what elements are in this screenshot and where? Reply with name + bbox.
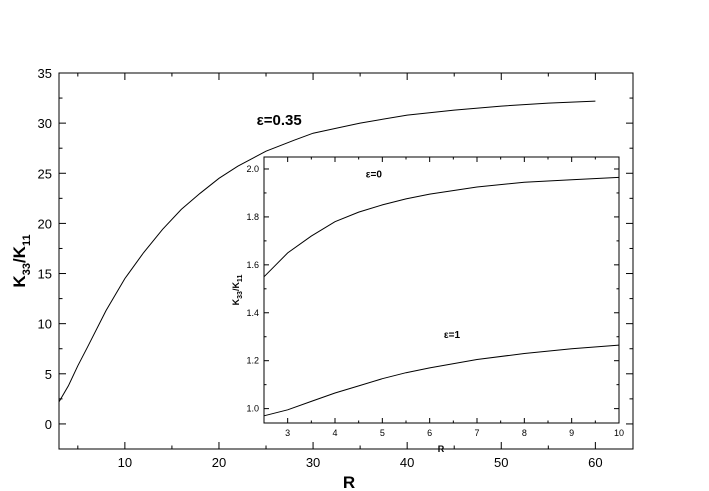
inset-y-title-k: K [231, 298, 241, 305]
main-x-tick-label: 60 [588, 455, 602, 470]
main-y-tick-label: 15 [38, 267, 52, 282]
inset-y-title-sub2: 11 [237, 275, 244, 283]
main-annotation-eps-035: ε=0.35 [257, 112, 302, 129]
main-y-tick-label: 10 [38, 317, 52, 332]
main-x-tick-label: 40 [400, 455, 414, 470]
main-y-tick-label: 30 [38, 116, 52, 131]
main-x-tick-label: 50 [494, 455, 508, 470]
main-x-tick-label: 10 [118, 455, 132, 470]
main-y-axis-title: K33/K11 [10, 234, 33, 287]
main-y-tick-label: 0 [45, 417, 52, 432]
inset-x-tick-label: 3 [285, 428, 290, 438]
inset-y-tick-label: 1.6 [246, 260, 259, 270]
main-series-group [58, 100, 596, 403]
inset-series-group [263, 176, 620, 417]
inset-plot-frame [263, 156, 620, 424]
inset-annotation-eps-0: ε=0 [366, 169, 383, 180]
inset-chart: 3 4 5 6 7 8 9 10 1.0 1.2 1.4 1.6 1.8 2.0 ε=0 ε=1 R K3… [231, 156, 624, 454]
inset-x-tick-label: 8 [522, 428, 527, 438]
inset-x-tick-label: 9 [569, 428, 574, 438]
main-y-title-sub1: 33 [21, 263, 33, 275]
main-plot-frame [58, 72, 634, 450]
inset-x-tick-label: 10 [614, 428, 624, 438]
inset-axis-ticks: 3 4 5 6 7 8 9 10 1.0 1.2 1.4 1.6 1.8 2.0 [246, 157, 624, 438]
main-x-tick-label: 30 [306, 455, 320, 470]
inset-y-tick-label: 2.0 [246, 164, 259, 174]
main-y-tick-label: 35 [38, 66, 52, 81]
main-y-tick-label: 20 [38, 216, 52, 231]
main-y-title-k: K [10, 275, 29, 288]
inset-series-line-0 [263, 176, 620, 278]
inset-annotation-eps-1: ε=1 [444, 330, 461, 341]
inset-x-tick-label: 5 [380, 428, 385, 438]
main-y-tick-label: 25 [38, 166, 52, 181]
inset-x-tick-label: 6 [427, 428, 432, 438]
inset-y-title-sep: /K [231, 282, 241, 292]
inset-y-tick-label: 1.2 [246, 356, 259, 366]
inset-x-tick-label: 7 [474, 428, 479, 438]
inset-y-tick-label: 1.4 [246, 308, 259, 318]
main-series-line-0 [58, 100, 596, 403]
inset-y-title-sub1: 33 [237, 291, 244, 299]
main-x-tick-label: 20 [212, 455, 226, 470]
main-y-title-sub2: 11 [21, 234, 33, 246]
main-y-title-sep: /K [10, 245, 29, 263]
inset-x-tick-label: 4 [332, 428, 337, 438]
main-y-tick-label: 5 [45, 367, 52, 382]
main-x-axis-title: R [343, 473, 355, 491]
inset-x-axis-title: R [438, 444, 445, 454]
inset-y-tick-label: 1.8 [246, 212, 259, 222]
inset-y-axis-title: K33/K11 [231, 275, 244, 306]
inset-series-line-1 [263, 344, 620, 417]
inset-y-tick-label: 1.0 [246, 404, 259, 414]
